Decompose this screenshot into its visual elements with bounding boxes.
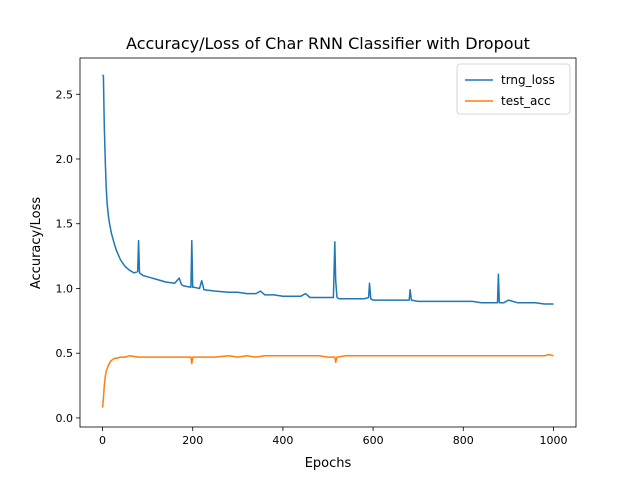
series-line-test-acc — [101, 353, 554, 408]
axes: 0 200 400 600 800 1000 0.0 0.5 1.0 1.5 2.0 2.5 — [56, 57, 577, 447]
plot-area — [101, 74, 554, 408]
y-tick-label: 0.0 — [56, 412, 74, 425]
x-tick-label: 200 — [182, 434, 203, 447]
y-tick-label: 2.0 — [56, 153, 74, 166]
x-tick-label: 600 — [363, 434, 384, 447]
legend-label-trng-loss: trng_loss — [501, 73, 555, 87]
x-tick-label: 1000 — [539, 434, 567, 447]
y-tick-label: 0.5 — [56, 347, 74, 360]
legend-label-test-acc: test_acc — [501, 94, 551, 108]
y-tick-label: 1.5 — [56, 218, 74, 231]
series-line-trng-loss — [101, 74, 554, 305]
y-tick-label: 2.5 — [56, 88, 74, 101]
x-tick-label: 400 — [272, 434, 293, 447]
y-tick-label: 1.0 — [56, 282, 74, 295]
axes-frame — [79, 57, 577, 428]
y-axis-label: Accuracy/Loss — [29, 197, 44, 289]
chart-title: Accuracy/Loss of Char RNN Classifier wit… — [126, 34, 530, 53]
x-tick-label: 0 — [99, 434, 106, 447]
x-tick-label: 800 — [453, 434, 474, 447]
legend: trng_loss test_acc — [456, 63, 571, 115]
x-axis-label: Epochs — [305, 456, 352, 471]
